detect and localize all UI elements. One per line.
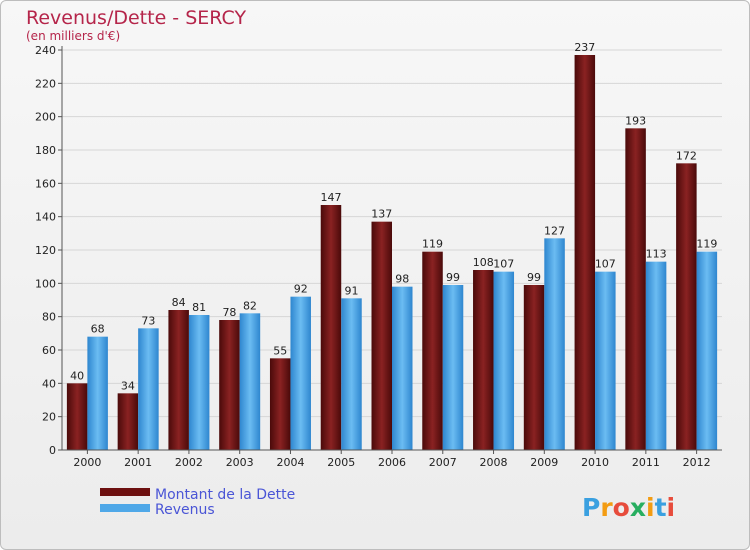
value-label: 84 [172, 296, 186, 309]
y-tick-label: 20 [42, 411, 56, 424]
chart-subtitle: (en milliers d'€) [26, 29, 120, 43]
bar-dette [219, 320, 240, 450]
bar-revenus [341, 298, 362, 450]
x-tick-label: 2002 [175, 456, 203, 469]
value-label: 127 [544, 224, 565, 237]
value-label: 113 [646, 248, 667, 261]
bar-revenus [239, 313, 261, 450]
x-tick-label: 2011 [632, 456, 660, 469]
bar-revenus [442, 285, 464, 450]
bar-dette [422, 251, 443, 450]
logo-text: Proxiti [582, 493, 675, 522]
value-label: 40 [70, 369, 84, 382]
value-label: 99 [527, 271, 541, 284]
x-tick-label: 2000 [73, 456, 101, 469]
bar-revenus [595, 271, 616, 450]
legend: Montant de la Dette Revenus [100, 487, 295, 518]
bar-dette [473, 270, 494, 450]
bar-revenus [696, 251, 718, 450]
bar-revenus [188, 315, 210, 450]
value-label: 73 [141, 314, 155, 327]
proxiti-logo: Proxiti [582, 493, 675, 522]
value-label: 82 [243, 299, 257, 312]
bar-dette [523, 285, 545, 450]
legend-swatch-debt [100, 488, 150, 496]
value-label: 99 [446, 271, 460, 284]
bar-dette [371, 221, 392, 450]
x-tick-label: 2009 [530, 456, 558, 469]
bar-revenus [138, 328, 159, 450]
bar-dette [117, 393, 139, 450]
value-label: 108 [473, 256, 494, 269]
x-tick-label: 2007 [429, 456, 457, 469]
y-tick-label: 180 [35, 144, 56, 157]
value-label: 107 [595, 258, 616, 271]
value-label: 193 [625, 114, 646, 127]
value-label: 68 [91, 323, 105, 336]
y-tick-label: 160 [35, 177, 56, 190]
bar-dette [574, 55, 596, 450]
value-label: 78 [222, 306, 236, 319]
y-tick-label: 60 [42, 344, 56, 357]
bar-dette [625, 128, 646, 451]
bar-revenus [392, 286, 413, 450]
value-label: 172 [676, 149, 697, 162]
bar-revenus [290, 296, 311, 450]
y-tick-label: 200 [35, 111, 56, 124]
bar-revenus [87, 336, 108, 450]
x-tick-label: 2012 [683, 456, 711, 469]
x-tick-label: 2004 [276, 456, 304, 469]
y-tick-label: 120 [35, 244, 56, 257]
bar-revenus [645, 261, 667, 450]
y-tick-label: 140 [35, 211, 56, 224]
y-tick-label: 220 [35, 77, 56, 90]
value-label: 119 [696, 238, 717, 251]
x-tick-label: 2003 [226, 456, 254, 469]
bar-revenus [544, 238, 565, 450]
value-label: 147 [320, 191, 341, 204]
value-label: 119 [422, 238, 443, 251]
bar-revenus [493, 271, 515, 450]
value-label: 55 [273, 344, 287, 357]
bars [66, 55, 718, 451]
x-tick-label: 2006 [378, 456, 406, 469]
x-tick-label: 2010 [581, 456, 609, 469]
y-tick-label: 40 [42, 377, 56, 390]
y-tick-label: 0 [49, 444, 56, 457]
x-tick-label: 2005 [327, 456, 355, 469]
value-label: 98 [395, 273, 409, 286]
bar-dette [168, 310, 189, 450]
value-label: 107 [493, 258, 514, 271]
value-label: 91 [344, 284, 358, 297]
bar-dette [320, 205, 342, 450]
x-tick-label: 2008 [480, 456, 508, 469]
axes: 0 20 40 60 80 100 120 140 160 180 200 220 240 2000 200… [35, 44, 722, 469]
bar-dette [269, 358, 291, 450]
bar-dette [676, 163, 697, 451]
x-tick-label: 2001 [124, 456, 152, 469]
value-label: 81 [192, 301, 206, 314]
y-tick-label: 240 [35, 44, 56, 57]
y-tick-label: 80 [42, 311, 56, 324]
chart-title: Revenus/Dette - SERCY [26, 7, 246, 29]
value-label: 34 [121, 379, 135, 392]
value-label: 237 [574, 41, 595, 54]
value-label: 137 [371, 208, 392, 221]
legend-label-revenue: Revenus [155, 502, 215, 518]
legend-label-debt: Montant de la Dette [155, 487, 295, 503]
y-tick-label: 100 [35, 277, 56, 290]
legend-swatch-revenue [100, 504, 150, 512]
bar-dette [66, 383, 88, 450]
value-label: 92 [294, 283, 308, 296]
